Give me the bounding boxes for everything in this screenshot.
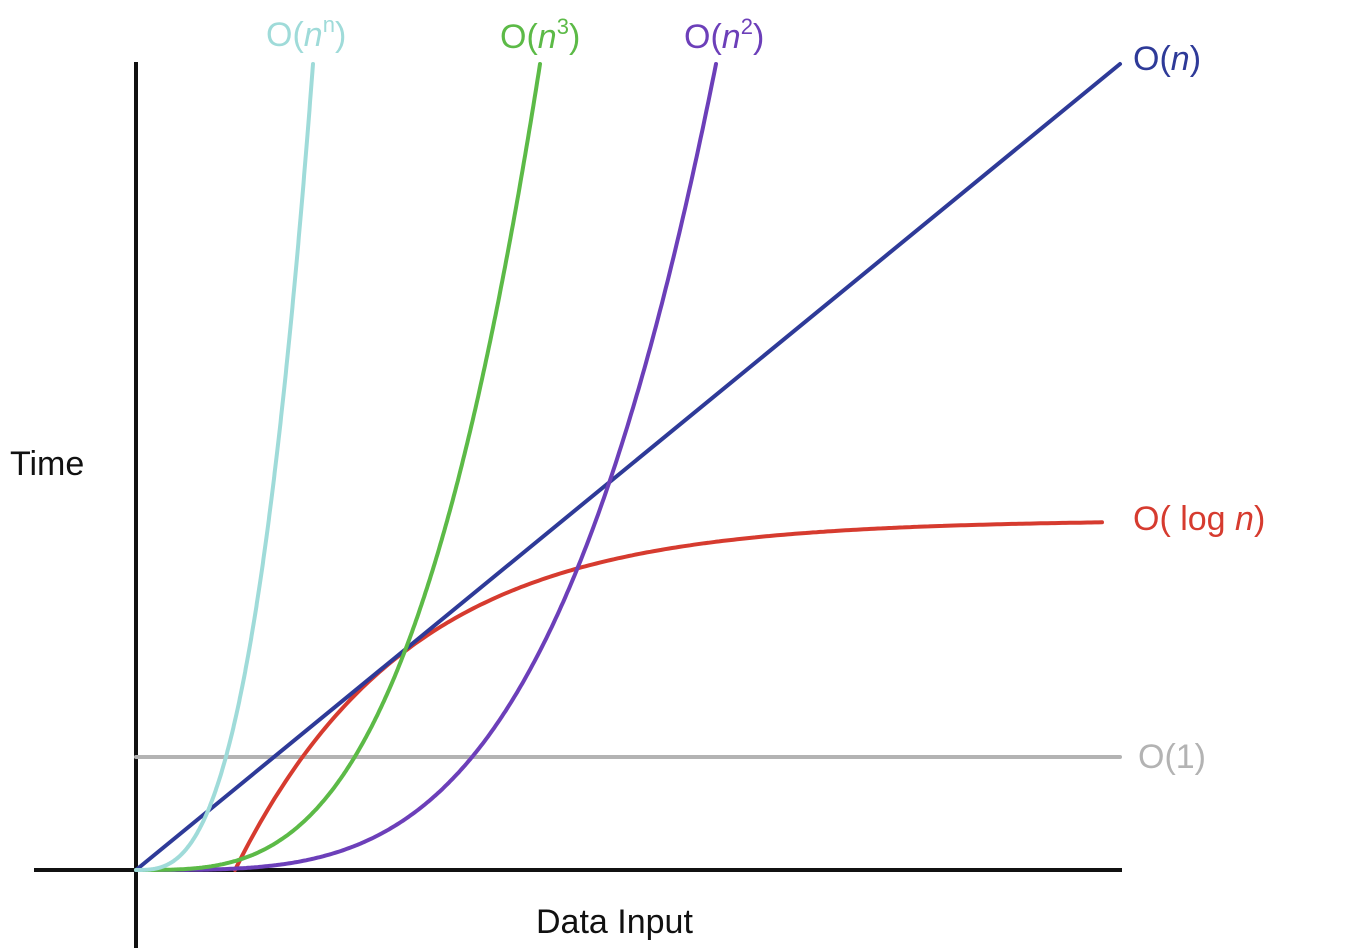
series-cubic-curve xyxy=(134,62,542,872)
x-axis-label: Data Input xyxy=(536,903,693,941)
label-linear: O(n) xyxy=(1133,40,1201,78)
label-logarithmic: O( log n) xyxy=(1133,500,1265,538)
y-axis-label: Time xyxy=(10,445,84,483)
label-cubic: O(n3) xyxy=(500,14,580,56)
label-quadratic: O(n2) xyxy=(684,14,764,56)
label-constant: O(1) xyxy=(1138,738,1206,776)
label-exponential: O(nn) xyxy=(266,12,346,54)
series-quadratic-curve xyxy=(134,62,718,872)
series-linear-curve xyxy=(134,62,1122,872)
series-exponential-curve xyxy=(134,62,315,872)
series-logarithmic-curve xyxy=(233,520,1104,872)
